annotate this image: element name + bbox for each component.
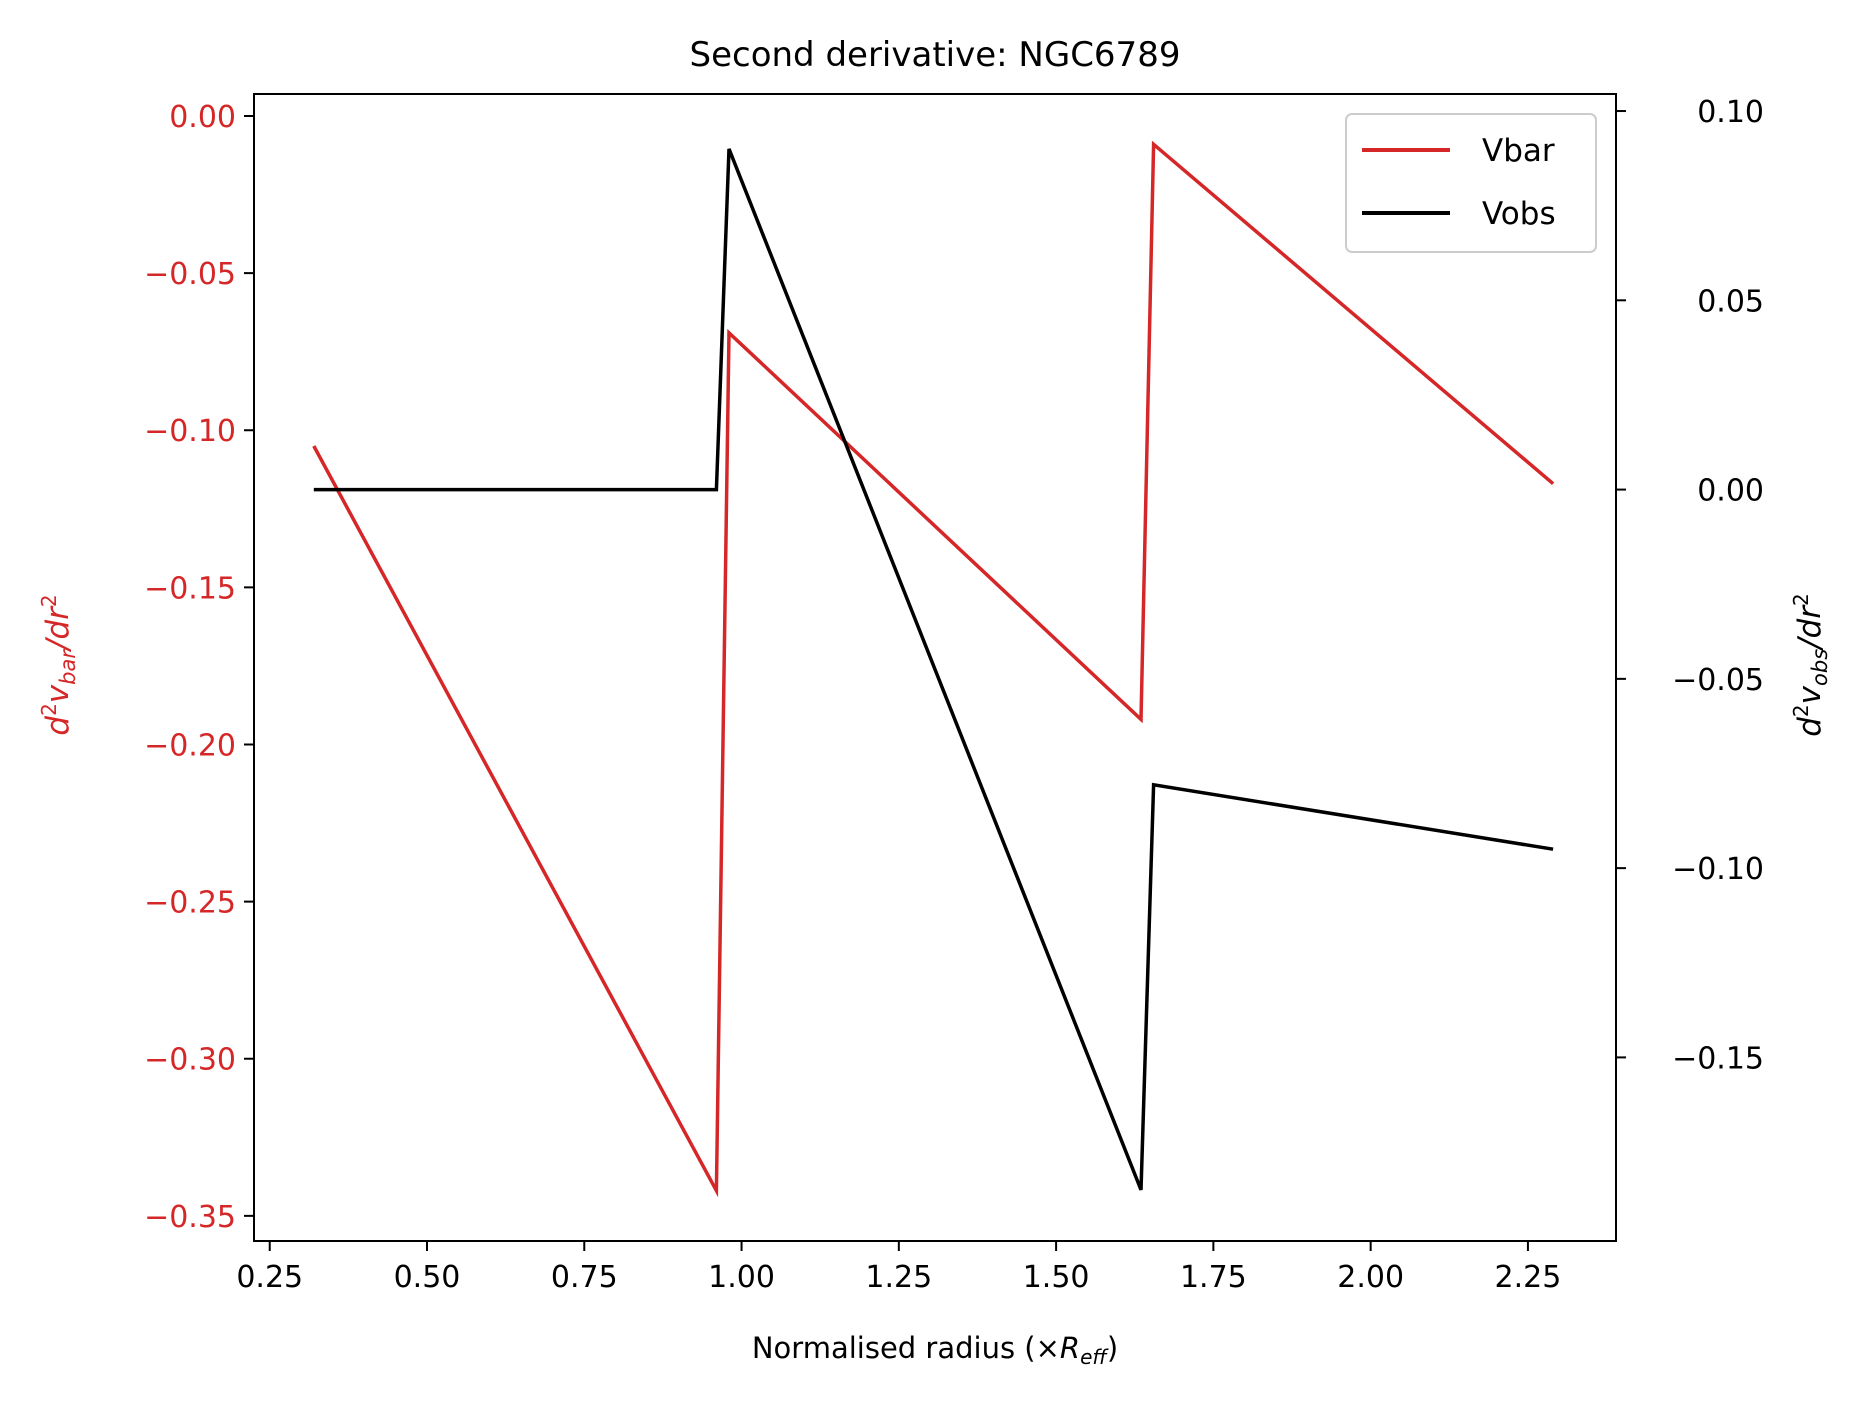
- right-y-tick-label: 0.05: [1697, 284, 1764, 319]
- x-tick-label: 0.25: [236, 1260, 303, 1295]
- legend-label-vobs: Vobs: [1482, 196, 1556, 232]
- plot-frame: [253, 93, 1617, 1242]
- x-axis-label: Normalised radius (×Reff): [752, 1331, 1118, 1369]
- right-y-tick-label: 0.10: [1697, 95, 1764, 130]
- x-axis-ticks: 0.25 0.50 0.75 1.00 1.25 1.50 1.75 2.00 2.25: [236, 1241, 1561, 1295]
- x-tick-label: 2.00: [1337, 1260, 1404, 1295]
- left-y-axis-ticks: 0.00 −0.05 −0.10 −0.15 −0.20 −0.25 −0.30 −0.35: [144, 100, 254, 1235]
- legend: Vbar Vobs: [1345, 113, 1597, 253]
- right-y-tick-label: −0.15: [1672, 1041, 1764, 1076]
- right-y-axis-ticks: 0.10 0.05 0.00 −0.05 −0.10 −0.15: [1616, 95, 1764, 1076]
- legend-label-vbar: Vbar: [1482, 133, 1555, 169]
- right-y-tick-label: 0.00: [1697, 474, 1764, 509]
- x-tick-label: 0.50: [394, 1260, 461, 1295]
- x-tick-label: 1.00: [708, 1260, 775, 1295]
- right-y-tick-label: −0.10: [1672, 852, 1764, 887]
- right-y-tick-label: −0.05: [1672, 663, 1764, 698]
- left-y-tick-label: −0.10: [144, 414, 236, 449]
- legend-box: [1345, 113, 1597, 253]
- right-y-axis-label: d2vobs/dr2: [1789, 593, 1832, 737]
- left-y-tick-label: 0.00: [169, 100, 236, 135]
- left-y-tick-label: −0.15: [144, 571, 236, 606]
- left-y-tick-label: −0.20: [144, 728, 236, 763]
- chart-title: Second derivative: NGC6789: [690, 35, 1181, 75]
- left-y-axis-label: d2vbar/dr2: [37, 594, 80, 735]
- x-tick-label: 0.75: [551, 1260, 618, 1295]
- x-tick-label: 1.50: [1023, 1260, 1090, 1295]
- plot-lines: [312, 140, 1555, 1198]
- left-y-tick-label: −0.05: [144, 257, 236, 292]
- left-y-tick-label: −0.35: [144, 1200, 236, 1235]
- x-tick-label: 1.25: [865, 1260, 932, 1295]
- left-y-tick-label: −0.25: [144, 886, 236, 921]
- x-tick-label: 1.75: [1180, 1260, 1247, 1295]
- left-y-tick-label: −0.30: [144, 1043, 236, 1078]
- x-tick-label: 2.25: [1495, 1260, 1562, 1295]
- series-line-vobs: [313, 148, 1554, 1191]
- series-line-vbar: [312, 140, 1555, 1198]
